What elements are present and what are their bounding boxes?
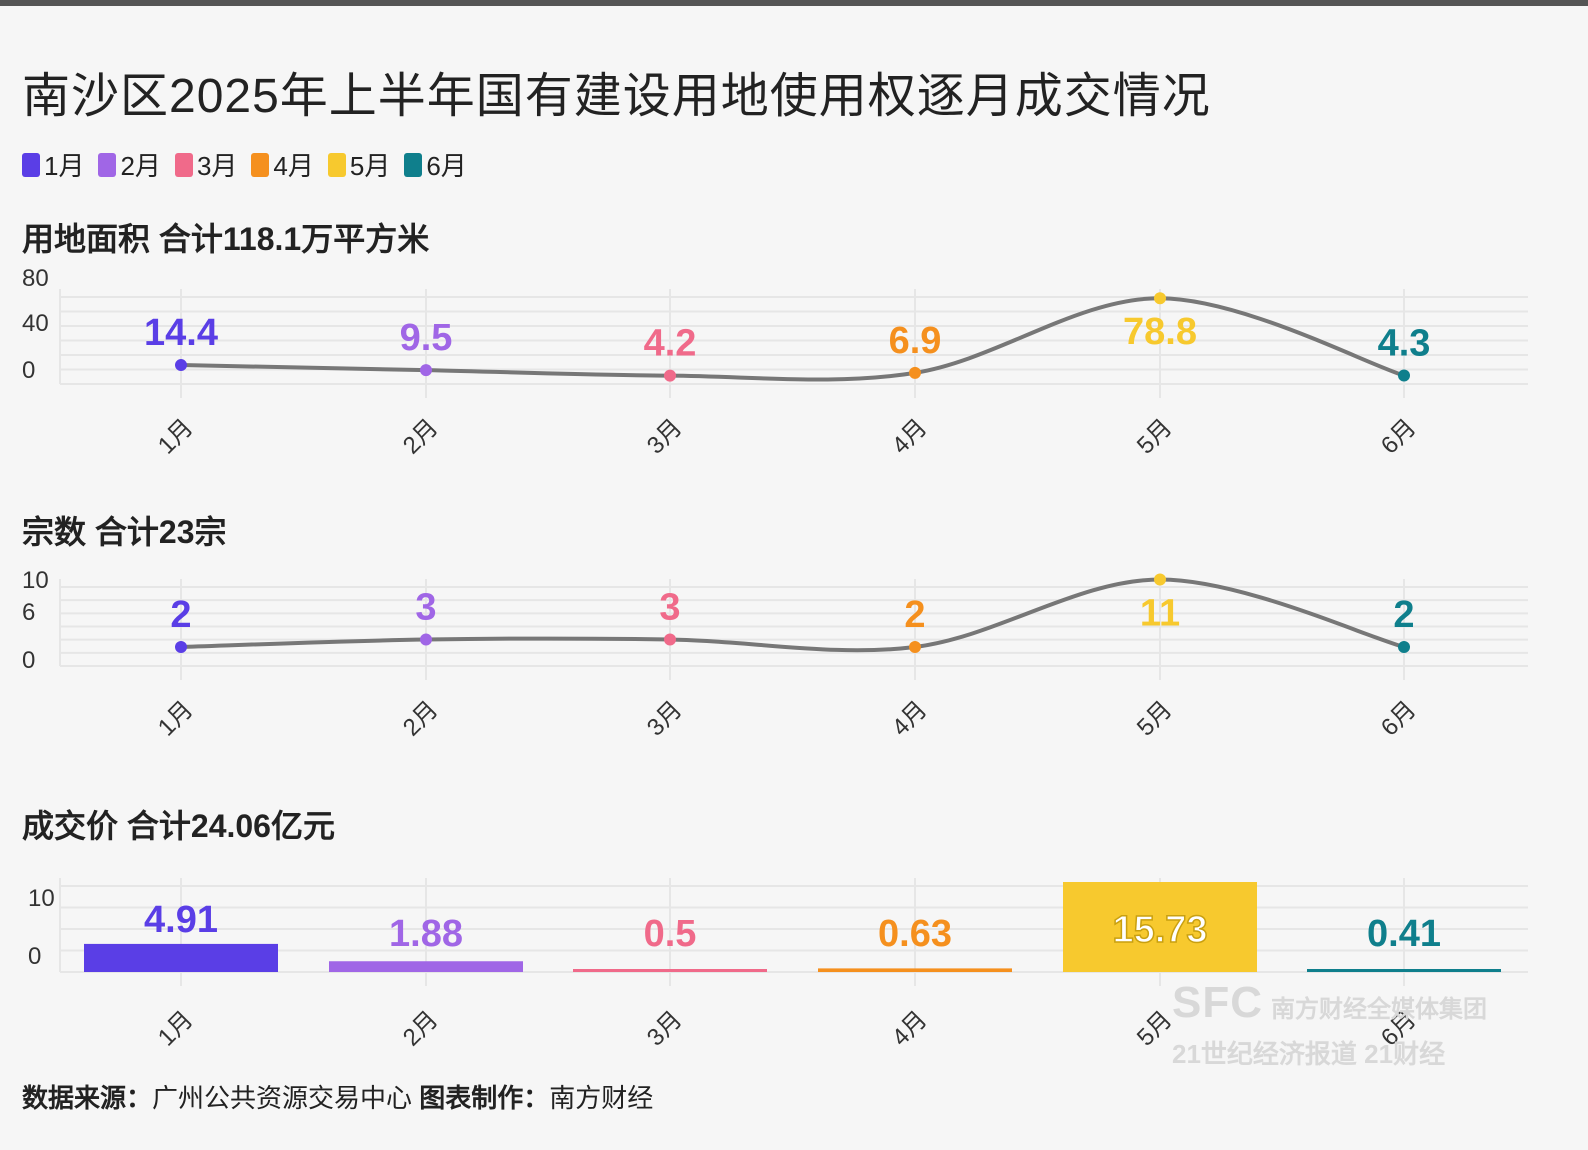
maker-value: 南方财经: [549, 1083, 654, 1113]
data-label: 4.2: [644, 323, 697, 365]
y-tick-label: 80: [22, 265, 49, 292]
footer: 数据来源：广州公共资源交易中心 图表制作：南方财经: [22, 1078, 653, 1115]
legend: 1月 2月 3月 4月 5月 6月: [22, 146, 467, 183]
data-point: [175, 641, 187, 653]
watermark-logo: SFC: [1172, 978, 1263, 1027]
x-tick-label: 5月: [1132, 696, 1178, 742]
data-point: [420, 364, 432, 377]
data-label: 0.63: [878, 913, 952, 955]
x-tick-label: 3月: [642, 696, 688, 742]
x-tick-label: 3月: [642, 414, 688, 460]
legend-swatch: [251, 152, 270, 177]
data-label: 9.5: [400, 317, 453, 359]
legend-swatch: [22, 152, 40, 177]
data-point: [664, 633, 676, 646]
data-point: [420, 633, 432, 646]
bar: [573, 969, 767, 972]
x-tick-label: 1月: [153, 414, 199, 460]
data-label: 3: [659, 587, 680, 629]
data-label: 78.8: [1123, 311, 1197, 353]
y-tick-label: 40: [22, 310, 49, 337]
data-label: 0.5: [644, 913, 697, 955]
bar: [1063, 882, 1257, 972]
y-tick-label: 10: [22, 567, 49, 594]
x-tick-label: 1月: [153, 1006, 199, 1052]
data-label: 11: [1140, 593, 1180, 635]
x-tick-label: 4月: [887, 696, 933, 742]
legend-swatch: [98, 152, 117, 177]
data-point: [1154, 573, 1166, 586]
data-label: 2: [1393, 594, 1414, 636]
legend-label: 3月: [196, 151, 238, 181]
bar: [818, 968, 1012, 972]
bar: [1307, 969, 1501, 972]
x-tick-label: 2月: [398, 696, 444, 742]
x-tick-label: 5月: [1132, 414, 1178, 460]
source-label: 数据来源：: [22, 1083, 153, 1113]
data-label: 4.91: [144, 899, 218, 941]
legend-item: 1月: [22, 146, 84, 183]
data-point: [1154, 292, 1166, 305]
legend-swatch: [404, 152, 423, 177]
data-label: 0.41: [1367, 913, 1441, 955]
bar: [84, 943, 278, 972]
y-tick-label: 0: [22, 647, 35, 674]
data-label: 4.3: [1378, 323, 1431, 365]
y-tick-label: 6: [22, 599, 35, 626]
x-tick-label: 2月: [398, 1006, 444, 1052]
watermark-name: 南方财经全媒体集团: [1271, 996, 1487, 1023]
x-tick-label: 5月: [1132, 1006, 1178, 1052]
data-label: 2: [904, 594, 925, 636]
page-title: 南沙区2025年上半年国有建设用地使用权逐月成交情况: [22, 70, 1211, 123]
section-title-price: 成交价 合计24.06亿元: [22, 808, 335, 844]
data-label: 1.88: [389, 913, 463, 955]
data-label: 6.9: [889, 320, 942, 362]
legend-swatch: [174, 152, 193, 177]
legend-item: 2月: [98, 146, 161, 183]
legend-label: 6月: [426, 151, 467, 181]
y-tick-label: 0: [28, 943, 41, 970]
x-tick-label: 4月: [887, 1006, 933, 1052]
watermark-line2: 21世纪经济报道 21财经: [1172, 1039, 1446, 1069]
x-tick-label: 4月: [887, 414, 933, 460]
data-point: [1398, 641, 1410, 653]
count-line-chart: 10 6 0 2 3 3 2 11 2 1月 2月 3月 4月 5月 6月: [22, 567, 1528, 742]
legend-label: 2月: [120, 151, 161, 181]
x-tick-label: 6月: [1376, 414, 1422, 460]
data-point: [1398, 369, 1410, 382]
source-value: 广州公共资源交易中心: [152, 1083, 413, 1113]
area-line-chart: 80 40 0 14.4 9.5 4.2 6.9 78.8 4.3 1月 2月 3月 4月 5月 6月: [22, 265, 1528, 460]
data-label: 15.73: [1112, 909, 1207, 951]
data-point: [909, 641, 921, 653]
legend-item: 3月: [174, 146, 238, 183]
section-title-area: 用地面积 合计118.1万平方米: [22, 221, 430, 257]
section-title-count: 宗数 合计23宗: [22, 514, 227, 550]
series-line: [180, 577, 1405, 653]
data-label: 14.4: [144, 312, 218, 354]
y-tick-label: 0: [22, 357, 35, 384]
legend-label: 4月: [273, 151, 314, 181]
x-tick-label: 3月: [642, 1006, 688, 1052]
legend-item: 4月: [251, 146, 314, 183]
x-tick-label: 2月: [398, 414, 444, 460]
data-label: 3: [415, 587, 436, 629]
legend-swatch: [327, 152, 346, 177]
watermark: SFC 南方财经全媒体集团 21世纪经济报道 21财经: [1172, 978, 1487, 1071]
legend-item: 5月: [327, 146, 391, 183]
legend-label: 5月: [349, 151, 391, 181]
bar: [329, 961, 523, 972]
legend-label: 1月: [44, 151, 85, 181]
data-point: [175, 359, 187, 372]
data-point: [909, 366, 921, 379]
data-label: 2: [170, 594, 191, 636]
top-bar: [0, 0, 1588, 6]
x-tick-label: 1月: [153, 696, 199, 742]
y-tick-label: 10: [28, 885, 55, 912]
legend-item: 6月: [404, 146, 467, 183]
series-line: [180, 296, 1405, 382]
x-tick-label: 6月: [1376, 696, 1422, 742]
maker-label: 图表制作：: [419, 1083, 550, 1113]
data-point: [664, 369, 676, 382]
